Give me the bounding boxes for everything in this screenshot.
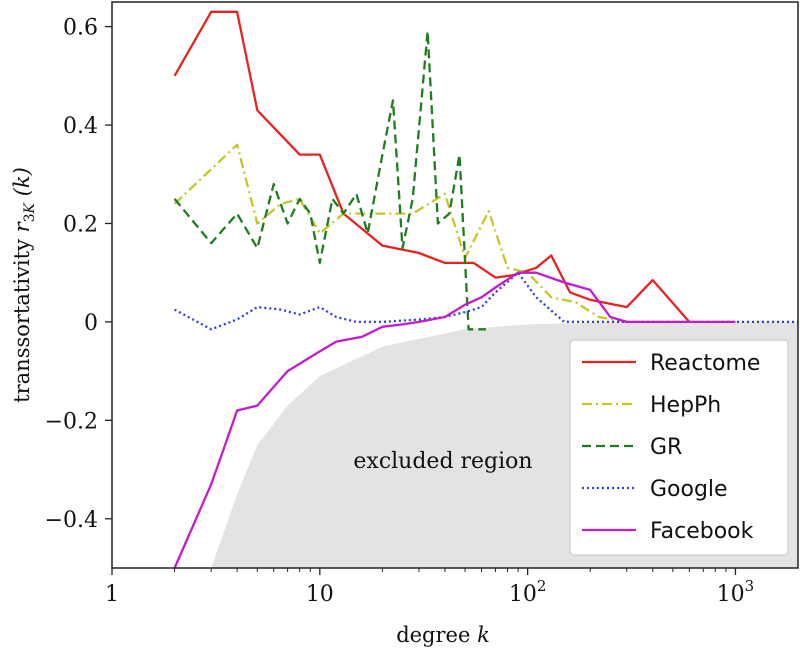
series-line-gr (173, 30, 486, 331)
legend-box (569, 339, 789, 556)
legend-label-facebook: Facebook (650, 519, 754, 544)
x-axis-ticks: 1 10 102 103 (105, 568, 754, 607)
x-tick-exponent: 3 (745, 577, 755, 595)
legend-label-google: Google (650, 477, 728, 502)
y-tick-label: −0.2 (45, 409, 98, 434)
plot-frame (111, 1, 799, 569)
x-axis-label: degree k (396, 623, 490, 647)
x-tick-label: 10 (306, 582, 334, 607)
y-axis-label: transsortativity r3K (k) (10, 167, 38, 403)
legend-items: Reactome HepPh GR Google Facebook (582, 351, 760, 544)
y-tick-label: 0.6 (63, 16, 98, 41)
legend-label-gr: GR (650, 435, 682, 460)
legend-label-hepph: HepPh (650, 393, 721, 418)
x-tick-label: 102 (509, 577, 547, 607)
x-tick-label: 103 (717, 577, 755, 607)
y-axis-ticks: 0.6 0.4 0.2 0 −0.2 −0.4 (45, 16, 112, 533)
x-tick-exponent: 2 (537, 577, 547, 595)
series-line-google (174, 271, 798, 331)
y-tick-label: 0.4 (63, 114, 98, 139)
y-tick-label: 0 (84, 311, 98, 336)
y-tick-label: 0.2 (63, 212, 98, 237)
y-tick-label: −0.4 (45, 508, 98, 533)
series-line-reactome (173, 10, 691, 323)
series-layer (173, 10, 798, 569)
legend-label-reactome: Reactome (650, 351, 760, 376)
legend: Reactome HepPh GR Google Facebook (569, 339, 789, 556)
x-tick-label: 1 (105, 582, 119, 607)
excluded-region-label: excluded region (353, 449, 532, 474)
series-line-facebook (173, 271, 736, 569)
